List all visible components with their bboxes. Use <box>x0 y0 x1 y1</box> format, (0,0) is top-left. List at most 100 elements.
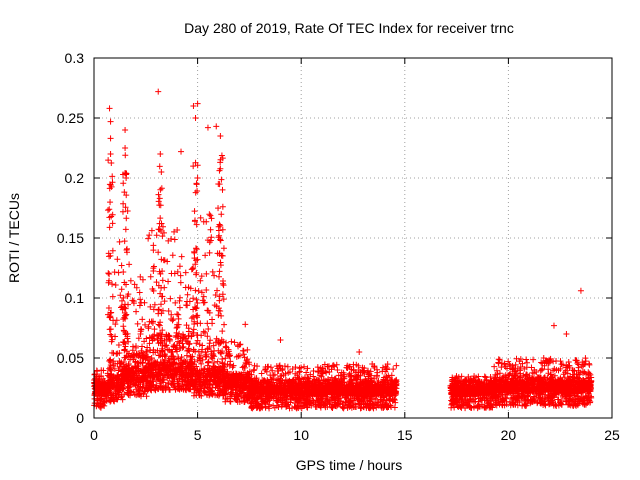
data-point <box>154 370 161 377</box>
data-point <box>138 393 145 400</box>
data-point <box>175 376 182 383</box>
data-point <box>172 299 179 306</box>
data-point <box>133 284 140 291</box>
data-point <box>106 365 113 372</box>
data-point <box>106 271 113 278</box>
data-point <box>186 298 193 305</box>
data-point <box>117 292 124 299</box>
data-point <box>136 302 143 309</box>
data-point <box>189 353 196 360</box>
data-point <box>147 382 154 389</box>
data-point <box>151 326 158 333</box>
data-point <box>133 352 140 359</box>
data-point <box>151 363 158 370</box>
data-point <box>131 281 138 288</box>
data-point <box>169 378 176 385</box>
data-point <box>182 335 189 342</box>
data-points <box>91 88 595 412</box>
data-point <box>138 349 145 356</box>
data-point <box>151 331 158 338</box>
data-point <box>107 388 114 395</box>
data-point <box>131 391 138 398</box>
data-point <box>139 368 146 375</box>
data-point <box>147 303 154 310</box>
data-point <box>150 242 157 249</box>
data-point <box>148 383 155 390</box>
data-point <box>120 294 127 301</box>
data-point <box>188 333 195 340</box>
data-point <box>207 212 214 219</box>
data-point <box>118 262 125 269</box>
data-point <box>93 397 100 404</box>
data-point <box>180 343 187 350</box>
data-point <box>143 393 150 400</box>
data-point <box>179 372 186 379</box>
data-point <box>124 390 131 397</box>
data-point <box>194 300 201 307</box>
data-point <box>196 341 203 348</box>
data-point <box>135 378 142 385</box>
data-point <box>155 385 162 392</box>
data-point <box>161 384 168 391</box>
data-point <box>112 321 119 328</box>
data-point <box>145 372 152 379</box>
data-point <box>140 373 147 380</box>
data-point <box>171 356 178 363</box>
data-point <box>139 316 146 323</box>
data-point <box>111 365 118 372</box>
data-point <box>168 348 175 355</box>
data-point <box>126 261 133 268</box>
data-point <box>221 321 228 328</box>
data-point <box>185 284 192 291</box>
data-point <box>183 380 190 387</box>
data-point <box>179 340 186 347</box>
data-point <box>119 396 126 403</box>
data-point <box>132 358 139 365</box>
data-point <box>148 227 155 234</box>
data-point <box>150 372 157 379</box>
data-point <box>170 362 177 369</box>
data-point <box>174 268 181 275</box>
data-point <box>173 371 180 378</box>
data-point <box>136 289 143 296</box>
data-point <box>124 374 131 381</box>
data-point <box>164 346 171 353</box>
data-point <box>107 366 114 373</box>
data-point <box>123 352 130 359</box>
data-point <box>115 341 122 348</box>
data-point <box>104 370 111 377</box>
data-point <box>214 358 221 365</box>
data-point <box>178 385 185 392</box>
data-point <box>151 373 158 380</box>
data-point <box>159 361 166 368</box>
data-point <box>176 294 183 301</box>
data-point <box>189 330 196 337</box>
data-point <box>165 332 172 339</box>
data-point <box>109 381 116 388</box>
data-point <box>165 307 172 314</box>
data-point <box>148 367 155 374</box>
data-point <box>169 317 176 324</box>
data-point <box>202 329 209 336</box>
data-point <box>168 235 175 242</box>
data-point <box>120 323 127 330</box>
data-point <box>146 232 153 239</box>
data-point <box>187 354 194 361</box>
data-point <box>165 278 172 285</box>
data-point <box>109 247 116 254</box>
data-point <box>170 353 177 360</box>
data-point <box>94 378 101 385</box>
data-point <box>135 335 142 342</box>
data-point <box>174 364 181 371</box>
data-point <box>176 263 183 270</box>
data-point <box>174 227 181 234</box>
data-point <box>98 403 105 410</box>
data-point <box>120 385 127 392</box>
data-point <box>124 293 131 300</box>
data-point <box>138 367 145 374</box>
data-point <box>95 387 102 394</box>
data-point <box>130 298 137 305</box>
data-point <box>159 372 166 379</box>
data-point <box>177 335 184 342</box>
